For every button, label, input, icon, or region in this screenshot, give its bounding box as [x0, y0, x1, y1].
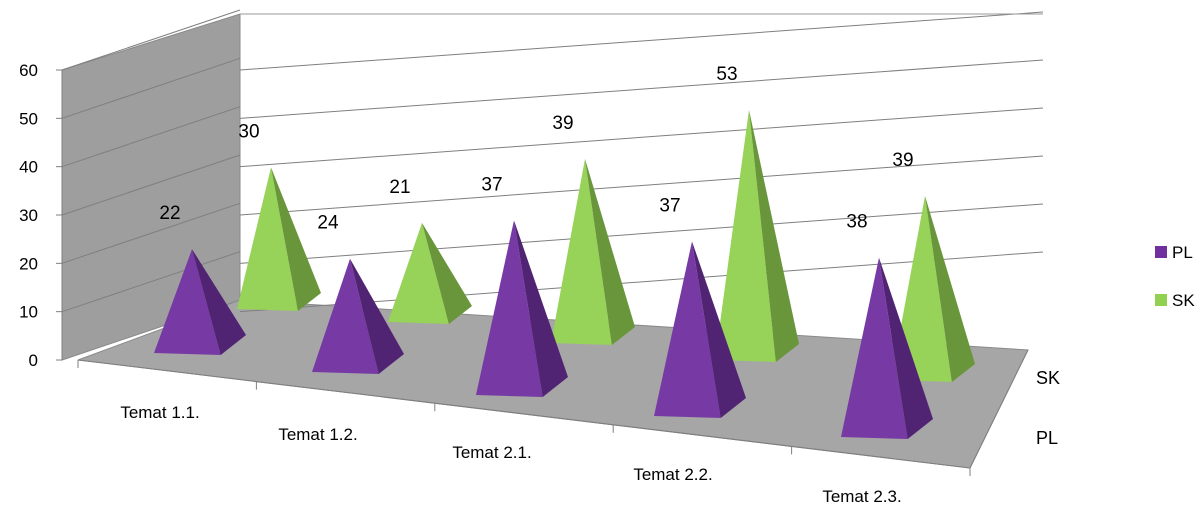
data-label-pl-temat-2-3: 38: [846, 212, 867, 233]
gridline: [239, 11, 1044, 71]
y-axis: 0 10 20 30 40 50 60: [19, 61, 63, 370]
pyramid-face-side: [692, 241, 746, 418]
legend-swatch-pl: [1155, 246, 1167, 258]
data-label-sk-temat-2-1: 39: [552, 113, 573, 134]
data-label-pl-temat-1-2: 24: [317, 213, 339, 234]
pyramid-face-front: [237, 167, 298, 311]
x-tick-label-temat-1-2: Temat 1.2.: [278, 425, 357, 444]
data-label-sk-temat-1-2: 21: [389, 177, 410, 198]
pyramid-face-side: [879, 257, 933, 439]
gridline: [239, 203, 1044, 264]
gridline-side: [61, 251, 241, 313]
gridline-side: [61, 202, 241, 264]
data-label-sk-temat-1-1: 30: [238, 121, 259, 142]
pyramid-face-front: [551, 158, 612, 345]
pyramid-face-front: [891, 195, 952, 382]
y-tick-label: 40: [19, 158, 38, 177]
pyramid-sk-temat-2-1: [551, 158, 635, 345]
pyramids: [154, 109, 975, 439]
data-labels: 30 21 39 53 39 22 24 37 37 38: [159, 64, 913, 234]
pyramid-face-front: [388, 222, 449, 324]
gridline: [239, 155, 1044, 216]
pyramid-face-front: [476, 220, 543, 397]
depth-axis-labels: SK PL: [969, 349, 1060, 469]
pyramid-face-front: [312, 258, 379, 374]
depth-axis-label-sk: SK: [1036, 368, 1060, 388]
pyramid-sk-temat-1-2: [388, 222, 472, 324]
gridline-side: [61, 106, 241, 168]
data-label-pl-temat-2-2: 37: [659, 195, 680, 216]
pyramid-sk-temat-2-3: [891, 195, 975, 382]
gridline: [239, 107, 1044, 168]
data-label-sk-temat-2-3: 39: [892, 150, 913, 171]
legend-swatch-sk: [1155, 294, 1167, 306]
x-tick-label-temat-1-1: Temat 1.1.: [120, 403, 199, 422]
y-tick-label: 0: [29, 351, 38, 370]
data-label-pl-temat-2-1: 37: [481, 174, 502, 195]
pyramid-pl-temat-1-2: [312, 258, 404, 374]
pyramid-face-side: [585, 158, 635, 345]
gridline-side: [61, 154, 241, 216]
pyramid-sk-temat-1-1: [237, 167, 321, 311]
pyramid-face-front: [715, 109, 776, 362]
x-tick-label-temat-2-3: Temat 2.3.: [822, 487, 901, 506]
legend-label-pl: PL: [1172, 243, 1193, 262]
pyramid-pl-temat-1-1: [154, 249, 246, 355]
pyramid-face-side: [925, 195, 975, 382]
pyramid-face-side: [350, 258, 404, 374]
data-label-sk-temat-2-2: 53: [716, 64, 737, 85]
y-tick-label: 60: [19, 61, 38, 80]
pyramid-face-front: [154, 249, 221, 355]
depth-axis-line: [969, 349, 1029, 469]
legend: PL SK: [1155, 243, 1195, 310]
x-tick-label-temat-2-2: Temat 2.2.: [633, 465, 712, 484]
pyramid-face-side: [422, 222, 472, 324]
y-tick-label: 30: [19, 206, 38, 225]
pyramid-face-side: [749, 109, 799, 362]
pyramid-face-side: [271, 167, 321, 311]
pyramid-face-front: [654, 241, 721, 418]
gridline: [239, 59, 1044, 119]
pyramid-pl-temat-2-2: [654, 241, 746, 418]
pyramid-pl-temat-2-1: [476, 220, 568, 397]
pyramid-face-side: [192, 249, 246, 355]
pyramid-pl-temat-2-3: [841, 257, 933, 439]
y-tick-label: 50: [19, 109, 38, 128]
y-tick-label: 20: [19, 254, 38, 273]
legend-label-sk: SK: [1172, 291, 1195, 310]
x-tick-label-temat-2-1: Temat 2.1.: [452, 443, 531, 462]
pyramid-face-front: [841, 257, 908, 439]
pyramid-sk-temat-2-2: [715, 109, 799, 362]
gridline-side: [61, 57, 241, 119]
x-axis: Temat 1.1. Temat 1.2. Temat 2.1. Temat 2.2.…: [77, 359, 971, 506]
x-axis-line: [77, 359, 971, 469]
depth-axis-label-pl: PL: [1036, 428, 1058, 448]
data-label-pl-temat-1-1: 22: [159, 203, 180, 224]
y-tick-label: 10: [19, 303, 38, 322]
pyramid-face-side: [514, 220, 568, 397]
gridline-side: [61, 9, 241, 71]
